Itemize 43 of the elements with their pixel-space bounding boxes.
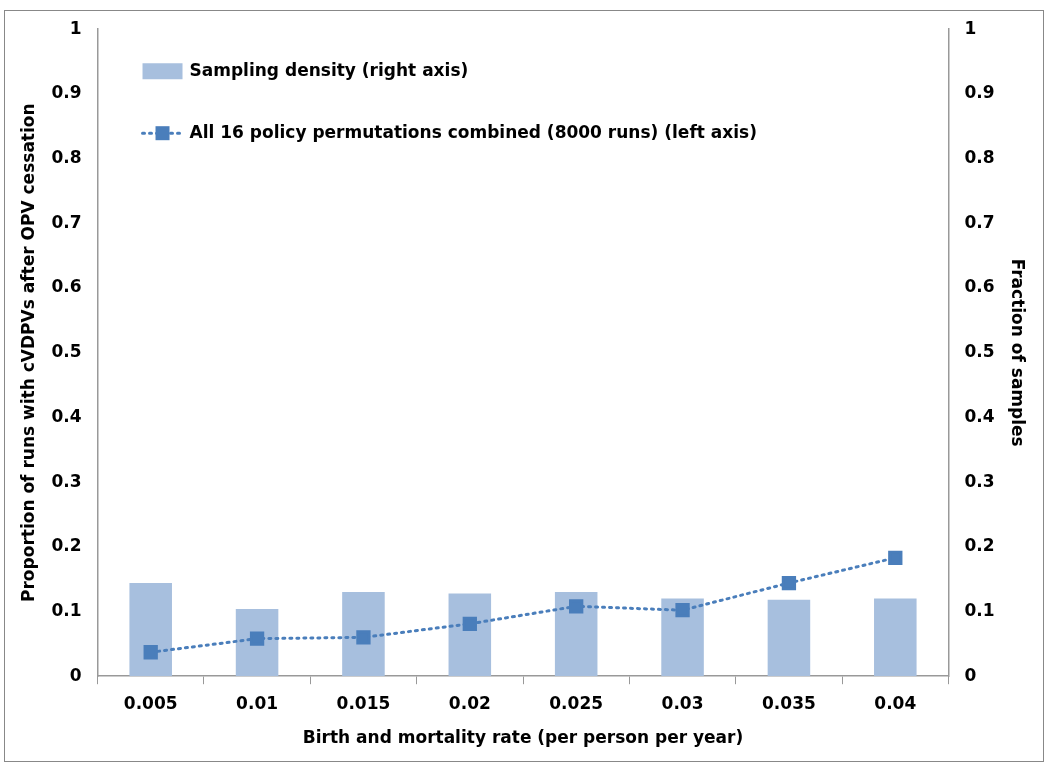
y2-tick-label: 0.5 bbox=[964, 341, 995, 362]
y-tick-label: 0.6 bbox=[51, 276, 82, 297]
point bbox=[462, 616, 477, 631]
y-tick-label: 0 bbox=[69, 664, 82, 685]
y-tick-label: 0.3 bbox=[51, 470, 82, 491]
x-tick-label: 0.01 bbox=[236, 692, 279, 713]
x-tick-label: 0.005 bbox=[123, 692, 178, 713]
y2-tick-label: 0.1 bbox=[964, 599, 995, 620]
point bbox=[781, 575, 797, 591]
y2-tick-label: 0.6 bbox=[964, 276, 995, 297]
y2-tick-label: 0.9 bbox=[964, 82, 995, 103]
y2-tick-label: 1 bbox=[964, 17, 977, 38]
y-tick-label: 1 bbox=[69, 17, 82, 38]
point bbox=[356, 630, 371, 645]
y2-axis-title: Fraction of samples bbox=[1008, 258, 1029, 447]
point bbox=[143, 645, 158, 660]
point bbox=[249, 631, 265, 646]
point bbox=[675, 603, 690, 618]
legend-label: All 16 policy permutations combined (8000 runs) (left axis) bbox=[189, 121, 757, 142]
y2-tick-label: 0.2 bbox=[964, 535, 995, 556]
y-axis-title: Proportion of runs with cVDPVs after OPV cessation bbox=[17, 103, 38, 602]
y-tick-label: 0.8 bbox=[51, 147, 82, 168]
y2-tick-label: 0.7 bbox=[964, 211, 995, 232]
point bbox=[888, 550, 903, 565]
y2-tick-label: 0 bbox=[964, 664, 977, 685]
x-tick-label: 0.035 bbox=[762, 692, 816, 713]
point bbox=[569, 599, 584, 614]
x-tick-label: 0.025 bbox=[549, 692, 604, 713]
y-tick-label: 0.4 bbox=[51, 405, 82, 426]
y-tick-label: 0.9 bbox=[51, 82, 82, 103]
x-tick-label: 0.03 bbox=[661, 692, 704, 713]
y-tick-label: 0.5 bbox=[51, 341, 82, 362]
y-tick-label: 0.1 bbox=[51, 599, 82, 620]
x-axis-title: Birth and mortality rate (per person per year) bbox=[302, 727, 744, 748]
x-tick-label: 0.04 bbox=[874, 692, 917, 713]
y2-tick-label: 0.8 bbox=[964, 147, 995, 168]
x-tick-label: 0.015 bbox=[336, 692, 391, 713]
y2-tick-label: 0.3 bbox=[964, 470, 995, 491]
y-tick-label: 0.2 bbox=[51, 535, 82, 556]
y-tick-label: 0.7 bbox=[51, 211, 82, 232]
legend-label: Sampling density (right axis) bbox=[189, 59, 469, 80]
y2-tick-label: 0.4 bbox=[964, 405, 995, 426]
x-tick-label: 0.02 bbox=[448, 692, 491, 713]
